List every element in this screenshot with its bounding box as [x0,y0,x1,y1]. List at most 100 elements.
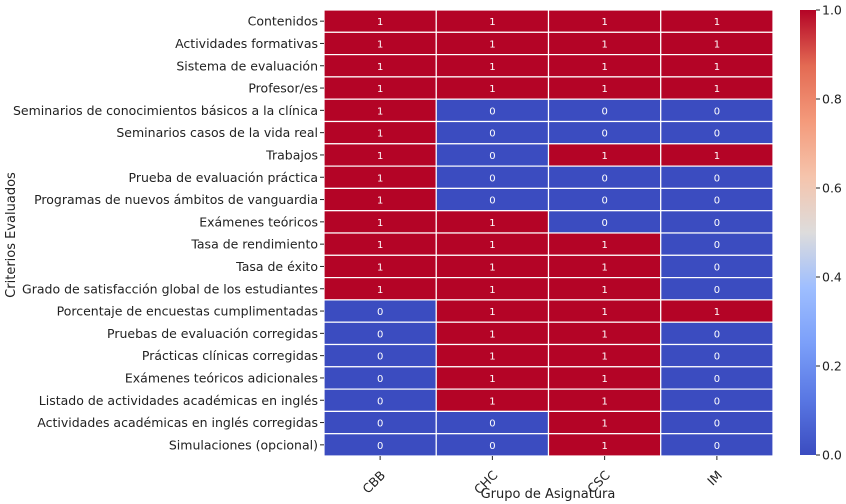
cell-value-label: 1 [714,39,720,50]
cell-value-labels: 1 1 1 1 1 1 1 1 1 1 1 1 1 1 1 1 1 0 0 0 1 0 0 0 1 0 1 1 1 0 0 0 1 0 0 0 1 1 0 0… [377,17,720,452]
y-tick-label: Tasa de rendimiento [190,237,318,252]
cell-value-label: 1 [601,240,607,251]
cell-value-label: 1 [601,352,607,363]
y-tick-label: Prueba de evaluación práctica [129,170,318,185]
cell-value-label: 0 [489,196,495,207]
cell-value-label: 1 [601,151,607,162]
colorbar: 0.0 0.2 0.4 0.6 0.8 1.0 [800,3,842,463]
cell-value-label: 1 [714,307,720,318]
cell-value-label: 0 [377,352,383,363]
cell-value-label: 1 [489,262,495,273]
cell-value-label: 1 [489,39,495,50]
y-tick-label: Actividades académicas en inglés corregi… [37,415,318,430]
y-axis-title: Criterios Evaluados [4,172,19,298]
colorbar-tick-label: 0.4 [822,270,842,285]
cell-value-label: 1 [377,106,383,117]
cell-value-label: 1 [601,262,607,273]
cell-value-label: 1 [601,329,607,340]
cell-value-label: 1 [601,441,607,452]
colorbar-ticks: 0.0 0.2 0.4 0.6 0.8 1.0 [816,3,842,463]
colorbar-tick-label: 0.0 [822,448,842,463]
cell-value-label: 0 [377,374,383,385]
x-tick-label: IM [704,468,725,489]
y-tick-label: Programas de nuevos ámbitos de vanguardi… [34,192,318,207]
cell-value-label: 1 [377,218,383,229]
y-tick-label: Listado de actividades académicas en ing… [39,393,318,408]
cell-value-label: 1 [489,374,495,385]
cell-value-label: 0 [377,329,383,340]
cell-value-label: 0 [714,352,720,363]
cell-value-label: 1 [489,396,495,407]
cell-value-label: 0 [714,218,720,229]
y-tick-label: Simulaciones (opcional) [169,437,318,452]
colorbar-tick-label: 1.0 [822,3,842,18]
x-axis-title: Grupo de Asignatura [481,487,616,502]
colorbar-gradient [800,10,816,455]
cell-value-label: 0 [714,441,720,452]
cell-value-label: 0 [377,396,383,407]
cell-value-label: 1 [377,196,383,207]
cell-value-label: 1 [489,218,495,229]
y-tick-label: Tasa de éxito [235,259,318,274]
cell-value-label: 1 [601,419,607,430]
cell-value-label: 1 [377,39,383,50]
cell-value-label: 0 [714,129,720,140]
cell-value-label: 1 [714,151,720,162]
y-tick-label: Profesor/es [248,81,318,96]
y-tick-label: Porcentaje de encuestas cumplimentadas [57,304,318,319]
cell-value-label: 0 [714,262,720,273]
cell-value-label: 0 [714,106,720,117]
cell-value-label: 1 [489,307,495,318]
cell-value-label: 1 [714,62,720,73]
cell-value-label: 1 [601,307,607,318]
cell-value-label: 0 [601,129,607,140]
cell-value-label: 1 [489,329,495,340]
cell-value-label: 1 [601,39,607,50]
row-labels: Contenidos Actividades formativas Sistema … [13,14,324,452]
y-tick-label: Seminarios casos de la vida real [116,125,318,140]
cell-value-label: 0 [714,396,720,407]
cell-value-label: 1 [377,285,383,296]
cell-value-label: 0 [377,307,383,318]
cell-value-label: 0 [714,240,720,251]
cell-value-label: 1 [489,352,495,363]
cell-value-label: 1 [377,151,383,162]
cell-value-label: 1 [489,62,495,73]
cell-value-label: 1 [714,84,720,95]
y-tick-label: Prácticas clínicas corregidas [142,348,318,363]
cell-value-label: 1 [489,17,495,28]
cell-value-label: 0 [489,419,495,430]
cell-value-label: 0 [714,196,720,207]
cell-value-label: 1 [601,17,607,28]
cell-value-label: 0 [601,106,607,117]
y-tick-label: Seminarios de conocimientos básicos a la… [13,103,318,118]
y-tick-label: Exámenes teóricos [199,214,318,229]
cell-value-label: 0 [714,173,720,184]
cell-value-label: 1 [377,262,383,273]
cell-value-label: 1 [601,84,607,95]
cell-value-label: 1 [601,62,607,73]
cell-value-label: 1 [601,285,607,296]
y-tick-label: Trabajos [265,147,318,162]
colorbar-tick-label: 0.8 [822,92,842,107]
cell-value-label: 1 [377,173,383,184]
cell-value-label: 1 [489,84,495,95]
x-tick-label: CBB [359,468,388,497]
cell-value-label: 1 [601,374,607,385]
cell-value-label: 0 [601,218,607,229]
cell-value-label: 0 [377,441,383,452]
cell-value-label: 1 [377,240,383,251]
cell-value-label: 1 [714,17,720,28]
y-tick-label: Pruebas de evaluación corregidas [107,326,318,341]
y-tick-label: Actividades formativas [175,36,318,51]
y-tick-label: Exámenes teóricos adicionales [125,370,318,385]
cell-value-label: 1 [601,396,607,407]
cell-value-label: 0 [489,129,495,140]
cell-value-label: 0 [714,329,720,340]
cell-value-label: 1 [377,62,383,73]
cell-value-label: 0 [714,419,720,430]
y-tick-label: Grado de satisfacción global de los estu… [22,281,318,296]
cell-value-label: 0 [377,419,383,430]
cell-value-label: 0 [714,374,720,385]
